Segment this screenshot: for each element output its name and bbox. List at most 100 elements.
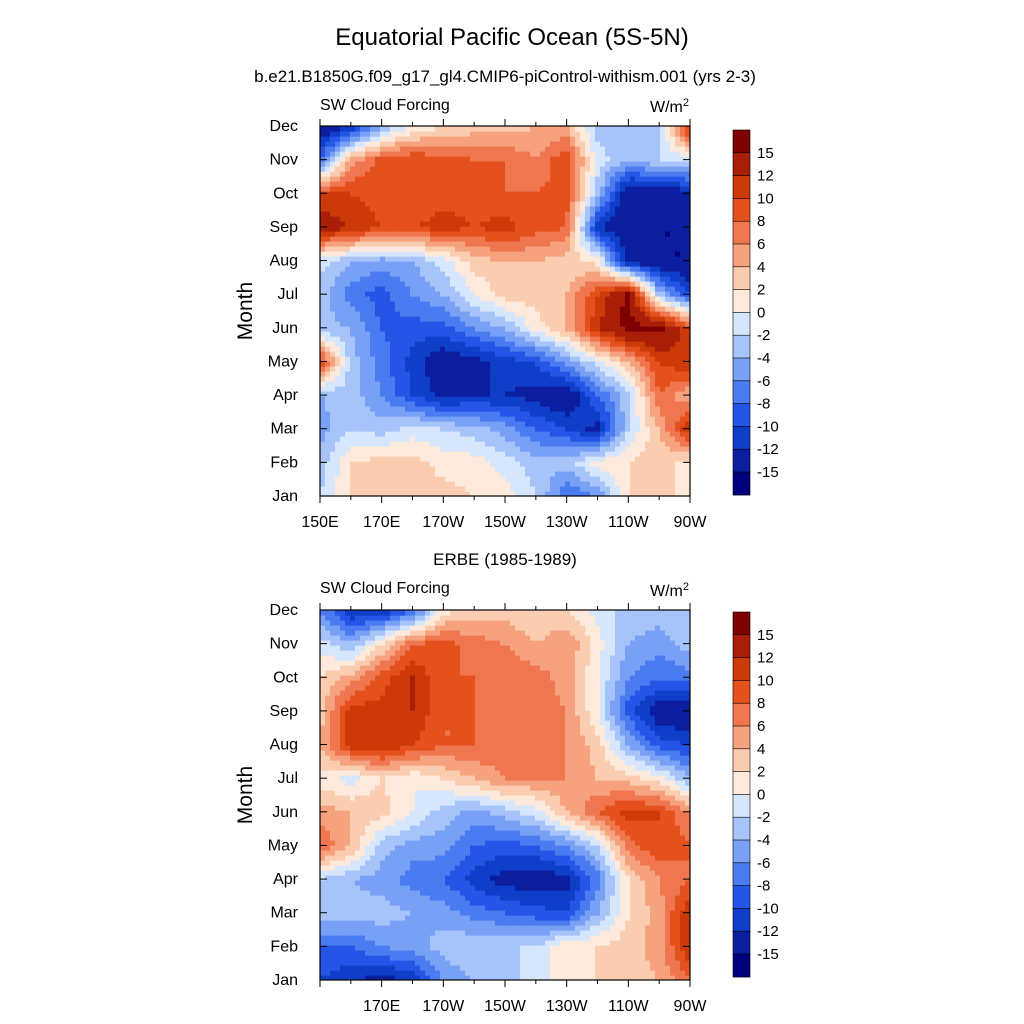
heatmap-cell bbox=[540, 331, 546, 337]
heatmap-cell bbox=[545, 416, 551, 422]
heatmap-cell bbox=[590, 336, 596, 342]
heatmap-cell bbox=[540, 366, 546, 372]
heatmap-cell bbox=[515, 206, 521, 212]
heatmap-cell bbox=[480, 356, 486, 362]
heatmap-cell bbox=[375, 416, 381, 422]
heatmap-cell bbox=[650, 456, 656, 462]
heatmap-cell bbox=[595, 371, 601, 377]
heatmap-cell bbox=[375, 216, 381, 222]
heatmap-cell bbox=[615, 296, 621, 302]
heatmap-cell bbox=[670, 426, 676, 432]
heatmap-cell bbox=[580, 406, 586, 412]
heatmap-cell bbox=[640, 441, 646, 447]
heatmap-cell bbox=[465, 331, 471, 337]
heatmap-cell bbox=[540, 186, 546, 192]
heatmap-cell bbox=[550, 426, 556, 432]
heatmap-cell bbox=[555, 336, 561, 342]
heatmap-cell bbox=[490, 276, 496, 282]
heatmap-cell bbox=[410, 271, 416, 277]
heatmap-cell bbox=[670, 176, 676, 182]
heatmap-cell bbox=[645, 396, 651, 402]
heatmap-cell bbox=[540, 401, 546, 407]
heatmap-cell bbox=[585, 491, 591, 496]
heatmap-cell bbox=[320, 301, 326, 307]
heatmap-cell bbox=[580, 421, 586, 427]
heatmap-cell bbox=[335, 391, 341, 397]
heatmap-cell bbox=[480, 371, 486, 377]
heatmap-cell bbox=[395, 411, 401, 417]
heatmap-cell bbox=[430, 486, 436, 492]
heatmap-cell bbox=[480, 441, 486, 447]
heatmap-cell bbox=[420, 196, 426, 202]
heatmap-cell bbox=[355, 381, 361, 387]
heatmap-cell bbox=[560, 276, 566, 282]
heatmap-cell bbox=[495, 406, 501, 412]
heatmap-cell bbox=[475, 161, 481, 167]
heatmap-cell bbox=[585, 316, 591, 322]
heatmap-cell bbox=[655, 251, 661, 257]
heatmap-cell bbox=[625, 366, 631, 372]
heatmap-cell bbox=[505, 481, 511, 487]
heatmap-cell bbox=[400, 401, 406, 407]
heatmap-cell bbox=[390, 406, 396, 412]
heatmap-cell bbox=[400, 391, 406, 397]
heatmap-cell bbox=[570, 481, 576, 487]
heatmap-cell bbox=[555, 166, 561, 172]
heatmap-cell bbox=[480, 161, 486, 167]
heatmap-cell bbox=[365, 281, 371, 287]
heatmap-cell bbox=[675, 196, 681, 202]
heatmap-cell bbox=[680, 436, 686, 442]
heatmap-cell bbox=[325, 351, 331, 357]
heatmap-cell bbox=[570, 471, 576, 477]
heatmap-cell bbox=[600, 161, 606, 167]
heatmap-cell bbox=[540, 376, 546, 382]
heatmap-cell bbox=[400, 266, 406, 272]
heatmap-cell bbox=[365, 461, 371, 467]
heatmap-cell bbox=[330, 416, 336, 422]
heatmap-cell bbox=[530, 491, 536, 496]
heatmap-cell bbox=[600, 371, 606, 377]
heatmap-cell bbox=[375, 331, 381, 337]
heatmap-cell bbox=[685, 276, 690, 282]
heatmap-cell bbox=[520, 371, 526, 377]
heatmap-cell bbox=[670, 166, 676, 172]
heatmap-cell bbox=[385, 351, 391, 357]
heatmap-cell bbox=[675, 186, 681, 192]
heatmap-cell bbox=[465, 206, 471, 212]
heatmap-cell bbox=[615, 461, 621, 467]
heatmap-cell bbox=[515, 421, 521, 427]
heatmap-cell bbox=[525, 451, 531, 457]
heatmap-cell bbox=[435, 231, 441, 237]
heatmap-cell bbox=[525, 351, 531, 357]
heatmap-cell bbox=[375, 426, 381, 432]
heatmap-cell bbox=[465, 201, 471, 207]
heatmap-cell bbox=[400, 276, 406, 282]
heatmap-cell bbox=[665, 206, 671, 212]
heatmap-cell bbox=[410, 161, 416, 167]
heatmap-cell bbox=[495, 201, 501, 207]
heatmap-cell bbox=[395, 361, 401, 367]
heatmap-cell bbox=[450, 341, 456, 347]
heatmap-cell bbox=[475, 311, 481, 317]
heatmap-cell bbox=[390, 296, 396, 302]
heatmap-cell bbox=[510, 451, 516, 457]
heatmap-cell bbox=[320, 456, 326, 462]
heatmap-cell bbox=[530, 476, 536, 482]
heatmap-cell bbox=[580, 481, 586, 487]
heatmap-cell bbox=[415, 266, 421, 272]
heatmap-cell bbox=[390, 156, 396, 162]
heatmap-cell bbox=[580, 341, 586, 347]
heatmap-cell bbox=[410, 446, 416, 452]
heatmap-cell bbox=[520, 226, 526, 232]
heatmap-cell bbox=[340, 406, 346, 412]
heatmap-cell bbox=[625, 466, 631, 472]
heatmap-cell bbox=[625, 401, 631, 407]
heatmap-cell bbox=[345, 406, 351, 412]
heatmap-cell bbox=[445, 296, 451, 302]
heatmap-cell bbox=[660, 221, 666, 227]
heatmap-cell bbox=[450, 421, 456, 427]
heatmap-cell bbox=[415, 291, 421, 297]
heatmap-cell bbox=[330, 481, 336, 487]
heatmap-cell bbox=[675, 431, 681, 437]
heatmap-cell bbox=[385, 396, 391, 402]
